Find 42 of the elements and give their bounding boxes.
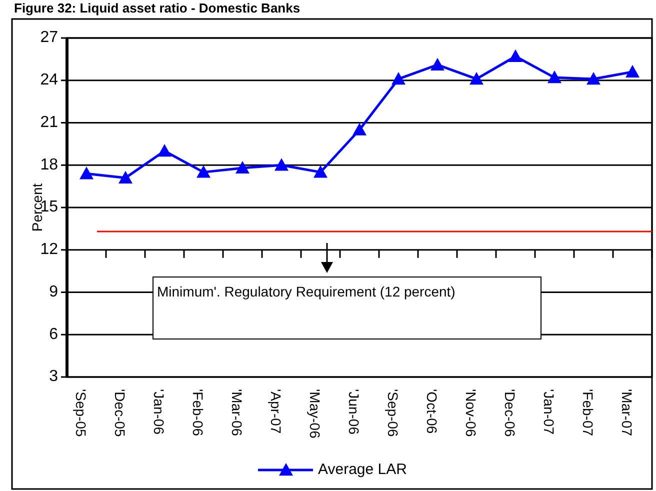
y-tick-label: 12	[40, 241, 58, 258]
y-tick-label: 6	[49, 326, 58, 343]
x-tick-label: 'Dec-06	[502, 389, 518, 438]
x-tick-label: 'Mar-06	[228, 389, 245, 436]
x-tick-label: 'Nov-06	[462, 389, 479, 438]
x-tick-label: 'Oct-06	[424, 389, 440, 434]
point	[158, 144, 172, 157]
point	[548, 70, 562, 84]
point	[314, 165, 328, 178]
x-tick-label: 'Sep-06	[384, 389, 401, 438]
point	[118, 170, 132, 184]
y-tick-label: 27	[40, 29, 58, 46]
point	[236, 160, 250, 174]
x-tick-label: 'Jan-07	[540, 389, 557, 435]
y-tick-label: 24	[40, 72, 58, 89]
chart-title: Figure 32: Liquid asset ratio - Domestic Banks	[14, 0, 300, 16]
x-tick-label: 'May-06	[306, 389, 323, 439]
x-tick-label: 'Apr-07	[268, 389, 284, 434]
x-tick-label: 'Feb-07	[580, 389, 596, 436]
x-tick-label: 'Jun-06	[346, 389, 362, 435]
x-tick-label: 'Sep-05	[72, 389, 89, 438]
point	[80, 166, 94, 180]
point	[586, 72, 600, 85]
point	[392, 72, 406, 85]
x-tick-label: 'Mar-07	[618, 389, 635, 436]
y-tick-label: 3	[49, 368, 58, 386]
point	[352, 122, 366, 136]
legend-label: Average LAR	[318, 460, 408, 478]
x-tick-label: 'Dec-05	[112, 389, 128, 438]
x-tick-label: 'Jan-06	[150, 389, 167, 435]
y-tick-label: 21	[40, 114, 58, 131]
y-tick-label: 9	[49, 283, 58, 300]
annotation: Minimum'. Regulatory Requirement (12 percent)	[157, 284, 456, 300]
point	[430, 58, 444, 70]
point	[508, 49, 522, 62]
point	[196, 165, 210, 178]
note-box: Minimum'. Regulatory Requirement (12 percent)	[152, 276, 542, 340]
x-tick-label: 'Feb-06	[190, 389, 206, 436]
point	[626, 64, 640, 78]
y-tick-label: 18	[40, 156, 58, 174]
point	[470, 72, 484, 85]
point	[274, 158, 288, 171]
